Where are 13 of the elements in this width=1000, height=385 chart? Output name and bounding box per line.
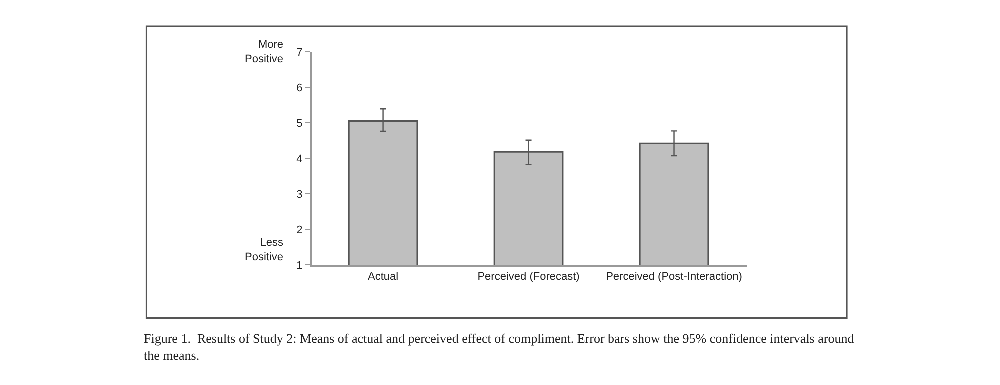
y-tick-label: 2 (296, 224, 303, 236)
x-tick-label: Perceived (Forecast) (478, 271, 580, 284)
y-tick-label: 5 (296, 118, 303, 130)
text: Less Positive (245, 237, 284, 264)
caption: Figure 1. Results of Study 2: Means of actual and perceived effect of compliment. Error bars show the 95% confidence intervals around the means. (144, 331, 855, 363)
x-tick-label: Perceived (Post-Interaction) (606, 271, 742, 284)
text: More Positive (245, 39, 284, 66)
y-tick-label: 3 (296, 188, 303, 201)
y-tick-label: 1 (296, 260, 303, 272)
y-tick-label: 6 (296, 82, 303, 94)
x-tick-label: Actual (368, 271, 399, 284)
y-tick-label: 4 (296, 153, 303, 166)
y-tick-label: 7 (296, 46, 303, 59)
